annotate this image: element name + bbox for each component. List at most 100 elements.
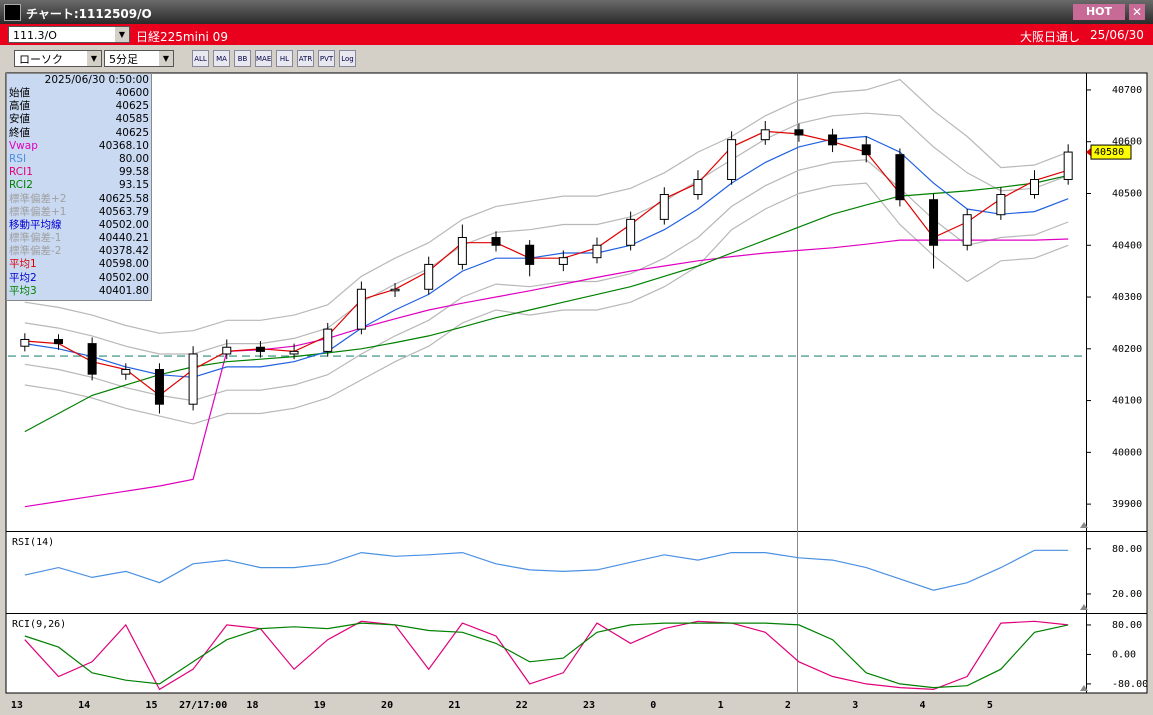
info-row: Vwap 40368.10 xyxy=(7,140,151,153)
toolbar-icon[interactable]: MA xyxy=(213,50,230,67)
info-value: 99.58 xyxy=(118,166,149,179)
candle-body xyxy=(794,129,804,136)
candle-body xyxy=(424,263,434,290)
candle-body xyxy=(20,338,30,347)
dropdown-arrow: ▼ xyxy=(87,51,101,66)
info-row: RCI2 93.15 xyxy=(7,179,151,192)
indicator-line xyxy=(24,182,1069,425)
candle-body xyxy=(390,288,400,292)
toolbar-icon[interactable]: HL xyxy=(276,50,293,67)
toolbar-icon[interactable]: PVT xyxy=(318,50,335,67)
x-tick-label: 18 xyxy=(246,700,258,711)
indicator-line xyxy=(24,620,1069,691)
toolbar-icon[interactable]: ALL xyxy=(192,50,209,67)
y-tick-label: 40200 xyxy=(1112,344,1142,355)
info-label: Vwap xyxy=(9,139,38,152)
info-row: RSI 80.00 xyxy=(7,153,151,166)
x-tick-label: 22 xyxy=(516,700,528,711)
indicator-line xyxy=(24,112,1069,355)
candle-body xyxy=(895,154,905,201)
candle-body xyxy=(693,179,703,196)
info-row: 平均1 40598.00 xyxy=(7,258,151,271)
candle-body xyxy=(121,369,131,375)
hot-button[interactable]: HOT xyxy=(1073,4,1125,20)
toolbar: ローソク ▼ 5分足 ▼ ALL MA BB MAE HL ATR PVT Log xyxy=(0,45,1153,72)
chart-style: ローソク xyxy=(19,53,63,66)
window-title: チャート:1112509/O xyxy=(26,7,152,21)
info-value: 40600 xyxy=(115,87,149,99)
candle-body xyxy=(525,244,535,265)
info-value: 93.15 xyxy=(118,179,149,192)
candle-body xyxy=(626,218,636,246)
indicator-line xyxy=(24,78,1069,334)
info-row: 標準偏差-1 40440.21 xyxy=(7,232,151,245)
info-label: 移動平均線 xyxy=(9,218,62,231)
toolbar-icon[interactable]: MAE xyxy=(255,50,272,67)
style-select[interactable]: ローソク ▼ xyxy=(14,50,102,67)
info-row: 平均2 40502.00 xyxy=(7,272,151,285)
y-tick-label: 40400 xyxy=(1112,240,1142,251)
info-row: 標準偏差-2 40378.42 xyxy=(7,245,151,258)
info-value: 40368.10 xyxy=(98,139,149,152)
chart-area xyxy=(5,72,1148,694)
info-label: 終値 xyxy=(9,126,30,139)
app-icon xyxy=(4,4,21,21)
panel-title: RSI(14) xyxy=(12,537,54,548)
info-value: 80.00 xyxy=(118,152,149,165)
chart: 39900 40000 40100 40200 40300 40400 40500 40600… xyxy=(5,72,1148,711)
info-row: 標準偏差+2 40625.58 xyxy=(7,193,151,206)
info-label: 標準偏差+1 xyxy=(9,205,67,218)
info-value: 40378.42 xyxy=(98,245,149,258)
panel-title: RCI(9,26) xyxy=(12,619,66,630)
symbol-select[interactable]: 111.3/O ▼ xyxy=(8,26,130,43)
candle-body xyxy=(760,129,770,141)
toolbar-icon[interactable]: Log xyxy=(339,50,356,67)
indicator-line xyxy=(24,549,1069,591)
info-label: RSI xyxy=(9,152,27,165)
interval-select[interactable]: 5分足 ▼ xyxy=(104,50,174,67)
candle-body xyxy=(929,199,939,246)
info-label: 標準偏差+2 xyxy=(9,192,67,205)
candle-body xyxy=(1030,179,1040,196)
x-tick-label: 5 xyxy=(987,700,993,711)
info-label: 高値 xyxy=(9,100,30,113)
info-label: 標準偏差-1 xyxy=(9,232,62,245)
x-tick-label: 13 xyxy=(11,700,23,711)
y-tick-label: 40600 xyxy=(1112,137,1142,148)
candle-body xyxy=(996,194,1006,216)
dropdown-arrow: ▼ xyxy=(159,51,173,66)
info-value: 40502.00 xyxy=(98,271,149,284)
x-tick-label: 27/17:00 xyxy=(179,700,227,711)
indicator-line xyxy=(24,622,1069,689)
candle-body xyxy=(222,346,232,355)
last-price-label: 40580 xyxy=(1094,147,1124,158)
info-value: 40585 xyxy=(115,113,149,126)
close-button[interactable]: ✕ xyxy=(1129,4,1145,20)
x-tick-label: 20 xyxy=(381,700,393,711)
candle-body xyxy=(457,236,467,265)
candle-body xyxy=(356,288,366,330)
candle-body xyxy=(53,338,63,345)
info-label: RCI1 xyxy=(9,166,33,179)
x-tick-label: 23 xyxy=(583,700,595,711)
y-tick-label: 39900 xyxy=(1112,499,1142,510)
candle-body xyxy=(491,236,501,246)
date: 25/06/30 xyxy=(1090,28,1144,42)
candle-body xyxy=(154,369,164,405)
y-tick-label: 80.00 xyxy=(1112,544,1142,555)
icon-group: ALL MA BB MAE HL ATR PVT Log xyxy=(190,50,930,68)
info-row: 安値 40585 xyxy=(7,113,151,126)
symbol: 111.3/O xyxy=(13,29,57,42)
x-tick-label: 14 xyxy=(78,700,90,711)
toolbar-icon[interactable]: ATR xyxy=(297,50,314,67)
candle-body xyxy=(828,134,838,146)
title-bar: チャート:1112509/O HOT ✕ xyxy=(0,0,1153,24)
info-value: 40502.00 xyxy=(98,218,149,231)
y-tick-label: 40000 xyxy=(1112,447,1142,458)
info-label: 平均3 xyxy=(9,284,37,297)
candle-body xyxy=(962,214,972,246)
toolbar-icon[interactable]: BB xyxy=(234,50,251,67)
indicator-line xyxy=(24,159,1069,402)
candle-body xyxy=(592,244,602,259)
